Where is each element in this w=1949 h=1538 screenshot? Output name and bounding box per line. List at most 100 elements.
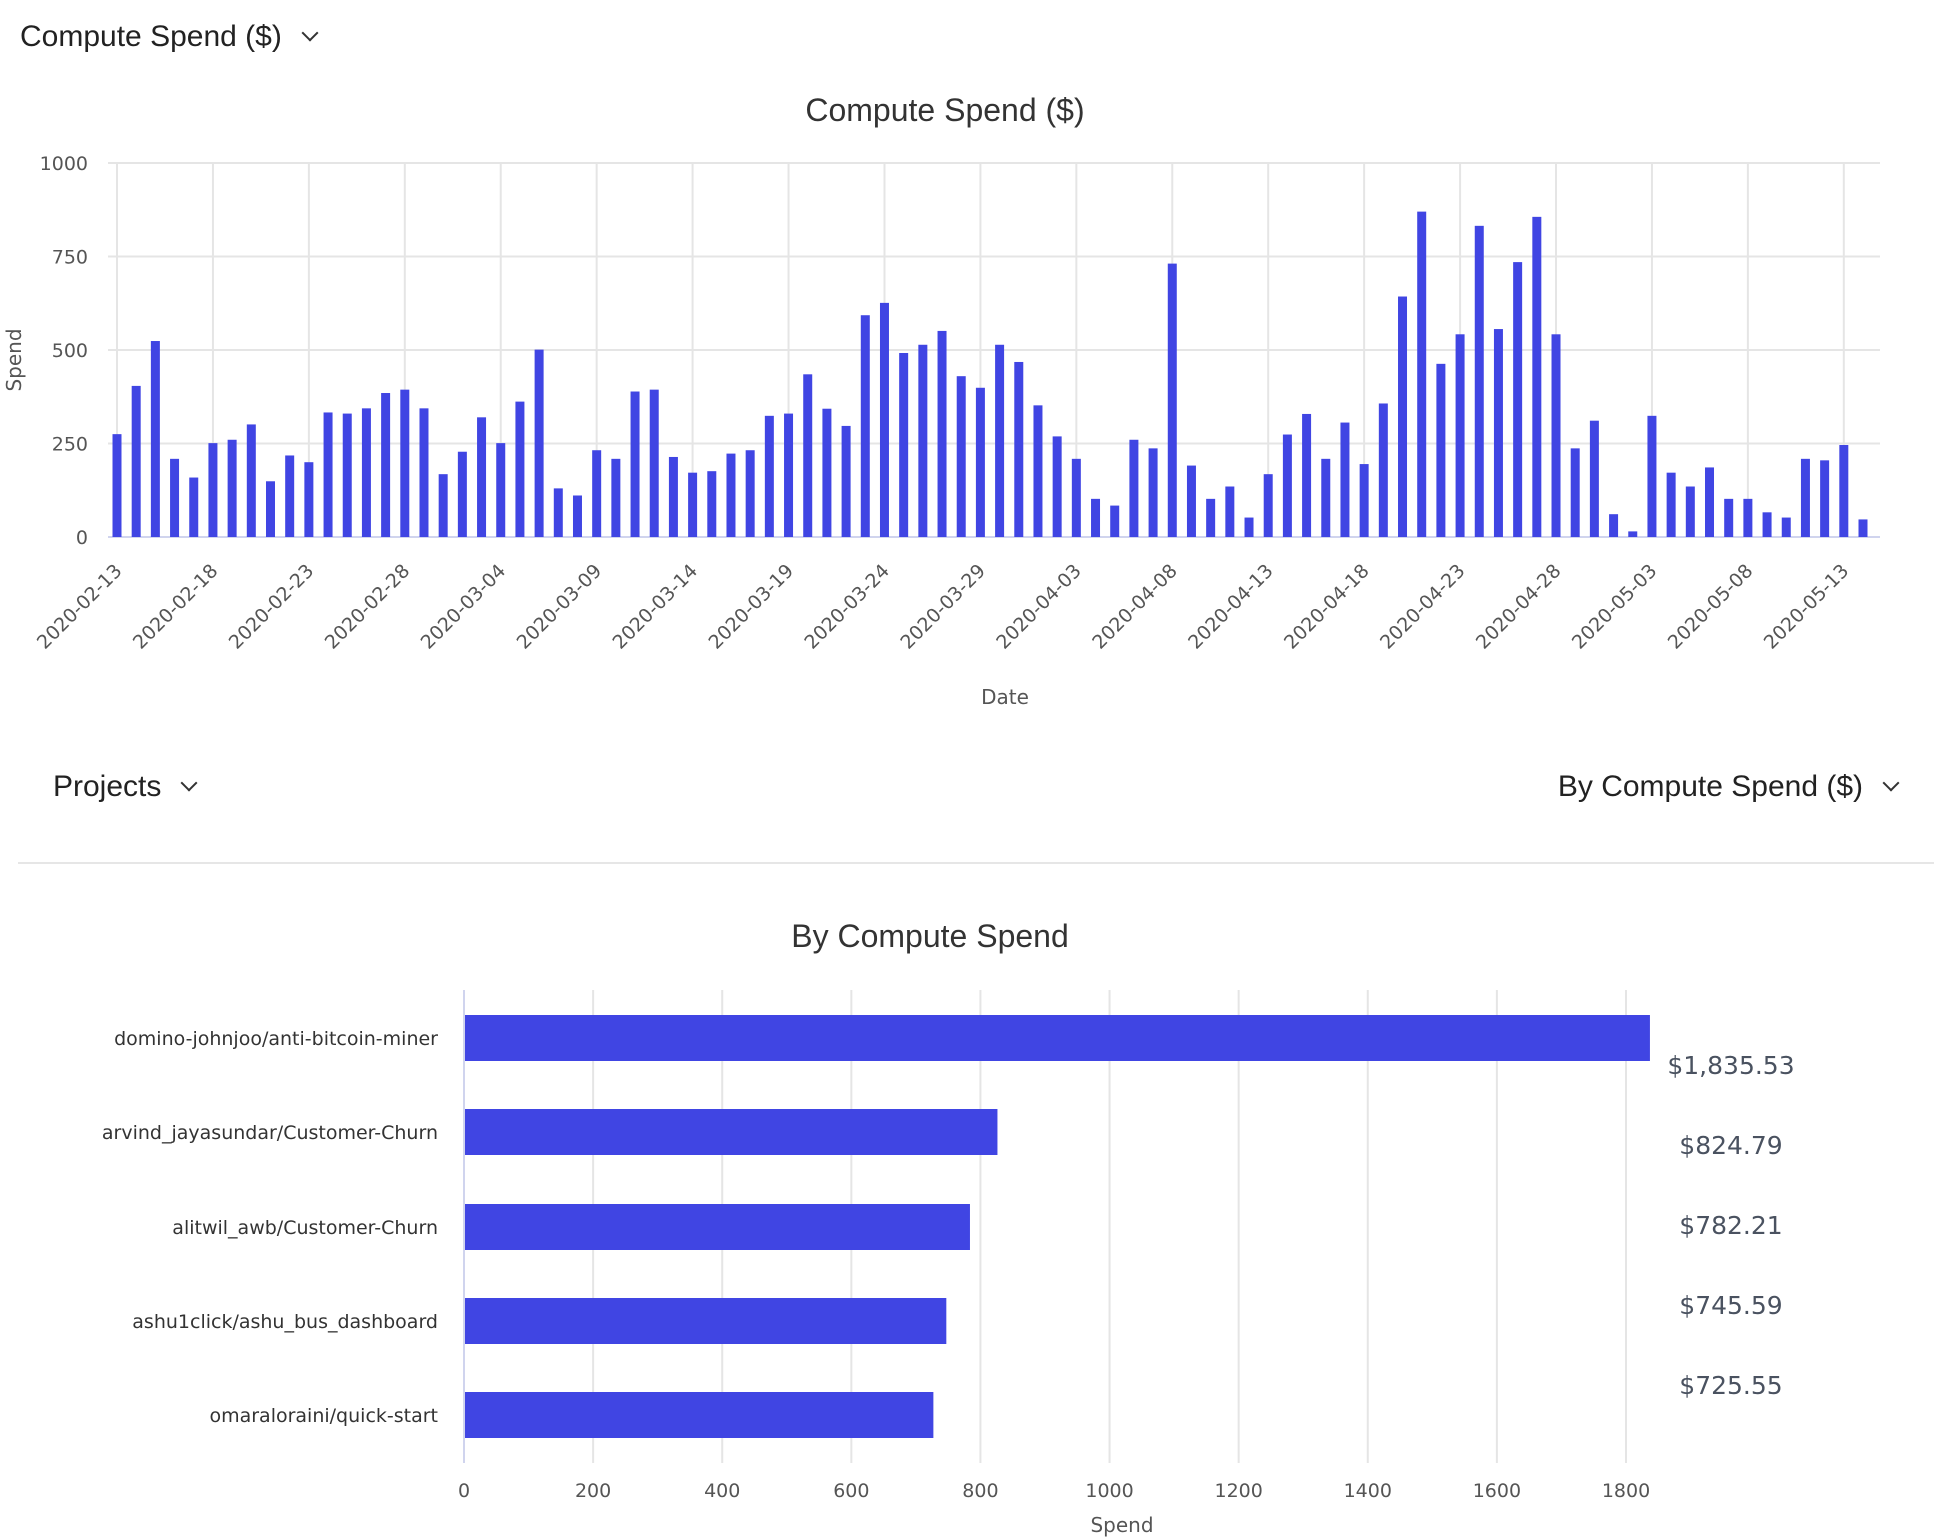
x-tick-label: 0 (458, 1480, 470, 1502)
spend-bar (1858, 519, 1868, 537)
spend-bar (1282, 434, 1292, 537)
spend-bar (803, 374, 813, 537)
spend-bar (1820, 460, 1830, 537)
y-tick-label: 0 (76, 527, 88, 549)
spend-bar (400, 389, 410, 537)
spend-bar (1589, 420, 1599, 537)
spend-bar (592, 450, 602, 537)
spend-bar (227, 439, 237, 537)
project-spend-bar (465, 1015, 1650, 1061)
sort-by-label: By Compute Spend ($) (1557, 770, 1863, 803)
spend-bar (1532, 216, 1542, 537)
spend-bar (265, 481, 275, 537)
spend-bar (822, 408, 832, 537)
spend-bar (496, 443, 506, 537)
spend-bar (1167, 263, 1177, 537)
y-tick-label: 250 (52, 434, 88, 456)
spend-bar (534, 349, 544, 537)
spend-bar (1647, 415, 1657, 537)
spend-bar (1225, 486, 1235, 537)
project-label: domino-johnjoo/anti-bitcoin-miner (114, 1028, 438, 1050)
x-axis-title: Spend (1090, 1513, 1153, 1537)
project-spend-bar (465, 1298, 947, 1344)
spend-bar (515, 401, 525, 537)
group-by-label: Projects (53, 770, 162, 803)
spend-bar (975, 387, 985, 537)
project-label: arvind_jayasundar/Customer-Churn (102, 1122, 438, 1144)
spend-bar (381, 393, 391, 537)
spend-bar (1148, 448, 1158, 537)
spend-bar (342, 413, 352, 537)
project-label: alitwil_awb/Customer-Churn (172, 1217, 438, 1239)
spend-bar (879, 302, 889, 537)
metric-dropdown[interactable]: Compute Spend ($) (20, 20, 319, 54)
spend-bar (1551, 334, 1561, 537)
x-tick-label: 1400 (1344, 1480, 1392, 1502)
spend-value-label: $745.59 (1679, 1291, 1782, 1320)
spend-bar (1071, 458, 1081, 537)
spend-value-label: $725.55 (1679, 1371, 1782, 1400)
spend-bar (1628, 531, 1638, 537)
spend-bar (1685, 486, 1695, 537)
spend-bar (246, 424, 256, 537)
spend-bar (1244, 517, 1254, 537)
spend-bar (1129, 439, 1139, 537)
x-tick-label: 1000 (1085, 1480, 1133, 1502)
spend-bar (707, 471, 717, 537)
x-tick-label: 200 (575, 1480, 611, 1502)
spend-bar (1321, 458, 1331, 537)
spend-bar (1302, 413, 1312, 537)
spend-bar (1398, 296, 1408, 537)
spend-bar (553, 488, 563, 537)
spend-bar (1033, 405, 1043, 537)
group-by-dropdown[interactable]: Projects (53, 770, 198, 804)
spend-bar (572, 495, 582, 537)
x-axis-title: Date (981, 685, 1029, 709)
spend-bar (1359, 464, 1369, 537)
spend-bar (995, 344, 1005, 537)
spend-bar (1091, 498, 1101, 537)
spend-bar (745, 450, 755, 537)
spend-bar (1263, 474, 1273, 537)
spend-bar (611, 458, 621, 537)
x-tick-label: 1200 (1214, 1480, 1262, 1502)
spend-bar (1378, 403, 1388, 537)
spend-bar (1705, 467, 1715, 537)
spend-bar (1724, 498, 1734, 537)
x-tick-label: 800 (962, 1480, 998, 1502)
spend-bar (1839, 444, 1849, 537)
chart-title: Compute Spend ($) (805, 92, 1085, 128)
spend-bar (1014, 361, 1024, 537)
y-axis-title: Spend (2, 328, 26, 391)
project-spend-bar (465, 1204, 970, 1250)
spend-bar (361, 408, 371, 537)
x-tick-label: 1600 (1473, 1480, 1521, 1502)
sort-by-dropdown[interactable]: By Compute Spend ($) (1557, 770, 1900, 804)
section-divider (18, 862, 1934, 864)
spend-bar (956, 376, 966, 537)
spend-value-label: $782.21 (1679, 1211, 1782, 1240)
spend-bar (419, 408, 429, 537)
spend-bar (860, 315, 870, 537)
x-tick-label: 400 (704, 1480, 740, 1502)
spend-bar (170, 458, 180, 537)
project-label: omaraloraini/quick-start (209, 1405, 438, 1427)
x-tick-label: 1800 (1602, 1480, 1650, 1502)
spend-bar (112, 434, 122, 537)
spend-bar (1800, 458, 1810, 537)
y-tick-label: 750 (52, 247, 88, 269)
spend-bar (1513, 262, 1523, 537)
spend-bar (764, 415, 774, 537)
spend-bar (918, 344, 928, 537)
spend-bar (438, 474, 448, 537)
project-spend-bar (465, 1392, 934, 1438)
spend-bar (1743, 498, 1753, 537)
spend-bar (1110, 505, 1120, 537)
spend-bar (1186, 465, 1196, 537)
spend-bar (189, 477, 199, 537)
spend-bar (726, 453, 736, 537)
spend-bar (1609, 514, 1619, 537)
spend-bar (304, 462, 314, 537)
spend-bar (1781, 517, 1791, 537)
